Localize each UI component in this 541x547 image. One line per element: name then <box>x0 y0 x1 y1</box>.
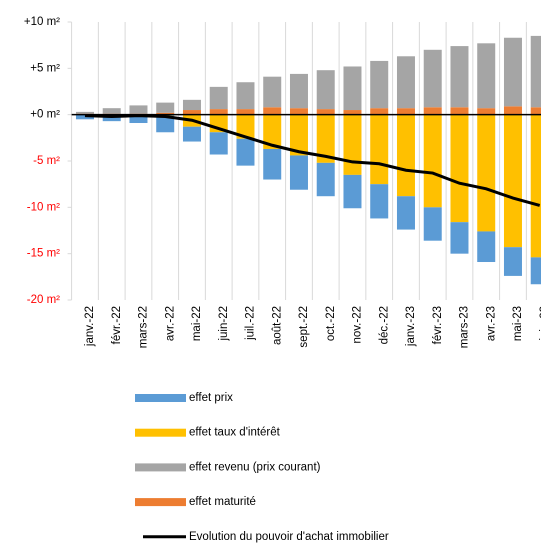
bar-segment <box>102 108 121 114</box>
x-tick-label: mai-22 <box>191 306 203 341</box>
y-tick-label: +5 m² <box>30 62 60 74</box>
x-tick-label: avr.-22 <box>164 306 176 341</box>
bar-segment <box>530 35 541 108</box>
bar-segment <box>156 115 175 133</box>
bar-segment <box>289 108 308 115</box>
bar-segment <box>530 114 541 258</box>
bar-segment <box>503 114 522 248</box>
y-tick-label: +10 m² <box>24 16 60 28</box>
y-tick-label: -10 m² <box>27 201 60 213</box>
bar-segment <box>182 110 201 115</box>
bar-segment <box>370 108 389 115</box>
x-tick-label: juil.-22 <box>245 306 257 341</box>
bar-segment <box>316 162 335 197</box>
x-tick-label: nov.-22 <box>352 306 364 344</box>
x-tick-label: août-22 <box>271 306 283 345</box>
bar-segment <box>396 56 415 109</box>
bar-segment <box>396 114 415 197</box>
bar-segment <box>343 174 362 209</box>
bar-segment <box>129 105 148 114</box>
x-tick-label: mai-23 <box>512 306 524 341</box>
bar-segment <box>396 108 415 115</box>
bar-segment <box>477 231 496 263</box>
bar-segment <box>477 43 496 109</box>
bar-segment <box>129 114 148 124</box>
bar-segment <box>156 112 175 115</box>
bar-segment <box>263 76 282 108</box>
bar-segment <box>236 82 255 110</box>
x-tick-label: janv.-22 <box>84 306 96 347</box>
bar-segment <box>236 109 255 115</box>
bar-segment <box>423 49 442 108</box>
bar-segment <box>450 46 469 108</box>
legend-label: effet prix <box>189 392 233 404</box>
x-tick-label: avr.-23 <box>485 306 497 341</box>
x-tick-label: sept.-22 <box>298 306 310 348</box>
bar-segment <box>343 110 362 115</box>
bar-segment <box>450 222 469 254</box>
y-tick-label: +0 m² <box>30 109 60 121</box>
bar-segment <box>316 70 335 110</box>
legend-label: Evolution du pouvoir d'achat immobilier <box>189 531 389 543</box>
bar-segment <box>503 247 522 276</box>
x-tick-label: juin-23 <box>539 306 541 342</box>
bar-segment <box>182 99 201 111</box>
bar-segment <box>236 114 255 139</box>
x-tick-label: févr.-23 <box>432 306 444 344</box>
bar-segment <box>263 148 282 180</box>
bar-segment <box>423 107 442 115</box>
bar-segment <box>530 257 541 285</box>
bar-segment <box>75 111 94 114</box>
bar-segment <box>503 37 522 107</box>
x-tick-label: févr.-22 <box>111 306 123 344</box>
x-tick-label: oct.-22 <box>325 306 337 341</box>
x-tick-label: déc.-22 <box>378 306 390 344</box>
bar-segment <box>289 114 308 156</box>
bar-segment <box>263 107 282 115</box>
line-series <box>84 114 541 207</box>
bar-segment <box>343 114 362 175</box>
bar-segment <box>209 132 228 155</box>
y-tick-label: -20 m² <box>27 294 60 306</box>
legend-swatch <box>135 498 186 507</box>
bar-segment <box>209 86 228 110</box>
legend-label: effet maturité <box>189 496 256 508</box>
legend-label: effet revenu (prix courant) <box>189 461 321 473</box>
bar-segment <box>370 60 389 109</box>
bar-segment <box>370 114 389 185</box>
x-tick-label: janv.-23 <box>405 306 417 347</box>
y-tick-label: -5 m² <box>33 155 60 167</box>
bar-segment <box>263 114 282 149</box>
y-tick-label: -15 m² <box>27 248 60 260</box>
legend-swatch <box>135 394 186 402</box>
bar-segment <box>182 126 201 142</box>
bar-segment <box>450 114 469 223</box>
x-tick-label: mars-22 <box>138 306 150 348</box>
bar-segment <box>530 107 541 115</box>
bar-segment <box>156 102 175 113</box>
bar-segment <box>477 114 496 232</box>
legend-swatch <box>135 428 186 437</box>
bar-segment <box>450 107 469 115</box>
bar-segment <box>503 106 522 115</box>
legend-label: effet taux d'intérêt <box>189 427 281 439</box>
legend-swatch <box>135 463 186 472</box>
bar-segment <box>236 138 255 166</box>
plot-area <box>67 21 541 301</box>
x-tick-label: mars-23 <box>459 306 471 348</box>
bar-segment <box>209 109 228 115</box>
bar-segment <box>396 196 415 230</box>
bar-segment <box>316 114 335 163</box>
bar-segment <box>316 109 335 115</box>
bar-segment <box>423 207 442 241</box>
x-tick-label: juin-22 <box>218 306 230 342</box>
bar-segment <box>477 108 496 115</box>
bar-segment <box>343 66 362 111</box>
bar-segment <box>289 155 308 190</box>
bar-segment <box>289 73 308 109</box>
bar-segment <box>423 114 442 208</box>
bar-segment <box>370 184 389 219</box>
